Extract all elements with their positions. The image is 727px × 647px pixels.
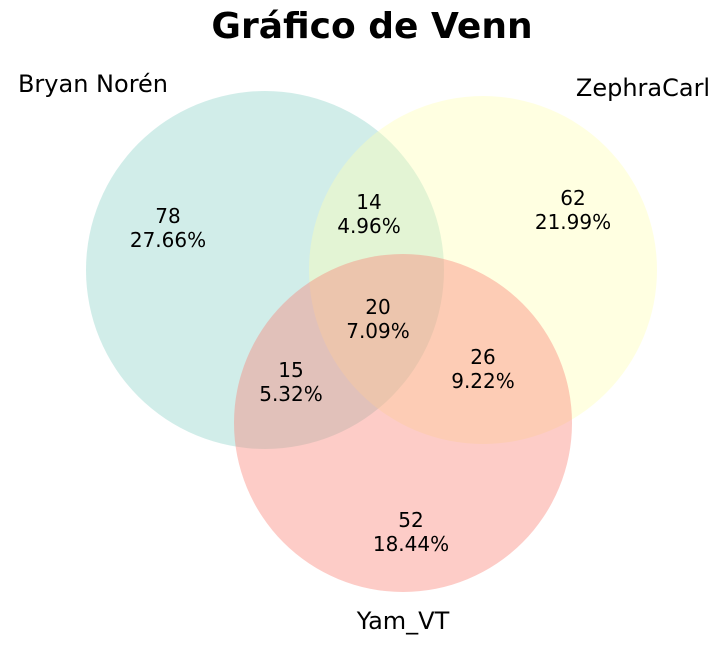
venn-set-labels: Bryan Norén ZephraCarl Yam_VT bbox=[18, 70, 710, 635]
region-count: 14 bbox=[356, 190, 381, 214]
venn-circles bbox=[86, 91, 657, 592]
region-111: 207.09% bbox=[346, 295, 410, 343]
set-label-bryan-nor-n: Bryan Norén bbox=[18, 70, 168, 98]
region-percent: 27.66% bbox=[130, 228, 206, 252]
region-110: 144.96% bbox=[337, 190, 401, 238]
region-101: 155.32% bbox=[259, 358, 323, 406]
set-label-yam-vt: Yam_VT bbox=[356, 607, 450, 635]
venn-circle-yam-vt bbox=[234, 254, 572, 592]
region-count: 15 bbox=[278, 358, 303, 382]
region-count: 20 bbox=[365, 295, 390, 319]
region-011: 269.22% bbox=[451, 345, 515, 393]
region-count: 52 bbox=[398, 508, 423, 532]
region-count: 62 bbox=[560, 186, 585, 210]
chart-title: Gráfico de Venn bbox=[211, 6, 532, 47]
venn-circle-zephracarl bbox=[309, 96, 657, 444]
venn-circle-bryan-nor-n bbox=[86, 91, 444, 449]
region-percent: 18.44% bbox=[373, 532, 449, 556]
region-percent: 4.96% bbox=[337, 214, 401, 238]
region-count: 78 bbox=[155, 204, 180, 228]
region-percent: 7.09% bbox=[346, 319, 410, 343]
set-label-zephracarl: ZephraCarl bbox=[576, 74, 710, 102]
region-percent: 5.32% bbox=[259, 382, 323, 406]
region-percent: 21.99% bbox=[535, 210, 611, 234]
region-percent: 9.22% bbox=[451, 369, 515, 393]
region-count: 26 bbox=[470, 345, 495, 369]
